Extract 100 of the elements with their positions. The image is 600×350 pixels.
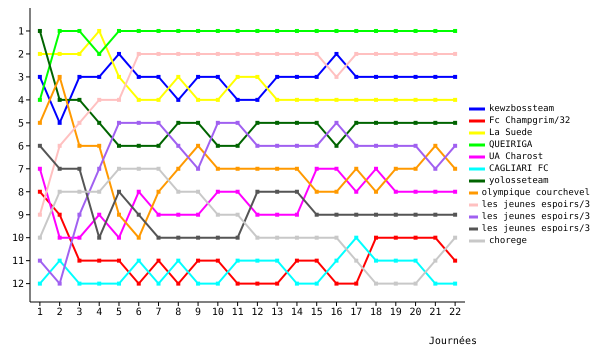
point bbox=[414, 74, 418, 79]
point bbox=[58, 282, 62, 286]
point bbox=[216, 166, 220, 171]
point bbox=[38, 236, 42, 240]
point bbox=[294, 166, 299, 171]
point bbox=[414, 120, 418, 125]
point bbox=[156, 282, 161, 286]
point bbox=[275, 212, 280, 217]
point bbox=[354, 74, 358, 79]
point bbox=[97, 190, 102, 194]
point bbox=[136, 98, 141, 102]
point bbox=[354, 236, 358, 240]
legend-label: les jeunes espoirs/3 bbox=[482, 223, 590, 235]
point bbox=[116, 120, 121, 125]
legend-label: La Suede bbox=[489, 127, 532, 139]
point bbox=[116, 98, 121, 102]
point bbox=[38, 190, 42, 194]
point bbox=[314, 52, 319, 56]
point bbox=[453, 282, 458, 286]
point bbox=[216, 236, 220, 240]
point bbox=[176, 212, 180, 217]
point bbox=[236, 98, 240, 102]
point bbox=[394, 98, 398, 102]
y-tick-label: 11 bbox=[12, 256, 24, 268]
point bbox=[394, 282, 398, 286]
point bbox=[255, 120, 260, 125]
point bbox=[196, 120, 200, 125]
point bbox=[394, 236, 398, 240]
point bbox=[116, 74, 121, 79]
point bbox=[374, 74, 378, 79]
point bbox=[196, 282, 200, 286]
point bbox=[77, 282, 82, 286]
point bbox=[236, 144, 240, 148]
point bbox=[374, 52, 378, 56]
point bbox=[374, 258, 378, 263]
point bbox=[374, 120, 378, 125]
point bbox=[97, 74, 102, 79]
x-tick-label: 14 bbox=[290, 307, 303, 318]
point bbox=[255, 190, 260, 194]
point bbox=[77, 98, 82, 102]
legend-label: Fc Champgrim/32 bbox=[489, 115, 570, 127]
point bbox=[255, 258, 260, 263]
point bbox=[433, 190, 438, 194]
point bbox=[394, 52, 398, 56]
legend-label: olympique courchevel bbox=[482, 187, 590, 199]
point bbox=[453, 28, 458, 33]
point bbox=[77, 190, 82, 194]
point bbox=[374, 98, 378, 102]
point bbox=[196, 144, 200, 148]
point bbox=[156, 166, 161, 171]
point bbox=[275, 28, 280, 33]
point bbox=[58, 258, 62, 263]
point bbox=[156, 74, 161, 79]
point bbox=[374, 236, 378, 240]
x-tick-label: 16 bbox=[330, 307, 342, 318]
point bbox=[156, 98, 161, 102]
point bbox=[394, 258, 398, 263]
y-tick-label: 10 bbox=[12, 233, 24, 244]
point bbox=[275, 166, 280, 171]
point bbox=[136, 28, 141, 33]
point bbox=[334, 166, 338, 171]
point bbox=[58, 212, 62, 217]
point bbox=[334, 282, 338, 286]
point bbox=[255, 52, 260, 56]
point bbox=[314, 144, 319, 148]
x-tick-label: 9 bbox=[195, 307, 202, 318]
y-tick-label: 1 bbox=[18, 26, 24, 38]
point bbox=[453, 190, 458, 194]
x-tick-label: 13 bbox=[271, 307, 284, 318]
point bbox=[216, 74, 220, 79]
point bbox=[136, 190, 141, 194]
point bbox=[136, 52, 141, 56]
x-tick-label: 11 bbox=[232, 307, 244, 318]
point bbox=[58, 120, 62, 125]
x-tick-label: 15 bbox=[310, 307, 323, 318]
point bbox=[176, 236, 180, 240]
point bbox=[255, 144, 260, 148]
point bbox=[414, 98, 418, 102]
point bbox=[314, 98, 319, 102]
point bbox=[255, 212, 260, 217]
point bbox=[414, 190, 418, 194]
point bbox=[236, 120, 240, 125]
point bbox=[77, 52, 82, 56]
point bbox=[156, 28, 161, 33]
point bbox=[216, 28, 220, 33]
point bbox=[136, 120, 141, 125]
point bbox=[354, 166, 358, 171]
point bbox=[216, 190, 220, 194]
point bbox=[453, 258, 458, 263]
point bbox=[196, 212, 200, 217]
point bbox=[294, 52, 299, 56]
point bbox=[394, 74, 398, 79]
x-tick-label: 17 bbox=[350, 307, 362, 318]
point bbox=[97, 98, 102, 102]
point bbox=[394, 212, 398, 217]
point bbox=[354, 212, 358, 217]
x-axis-title: Journées bbox=[428, 336, 477, 347]
point bbox=[354, 190, 358, 194]
point bbox=[453, 236, 458, 240]
x-tick-label: 3 bbox=[76, 307, 82, 318]
